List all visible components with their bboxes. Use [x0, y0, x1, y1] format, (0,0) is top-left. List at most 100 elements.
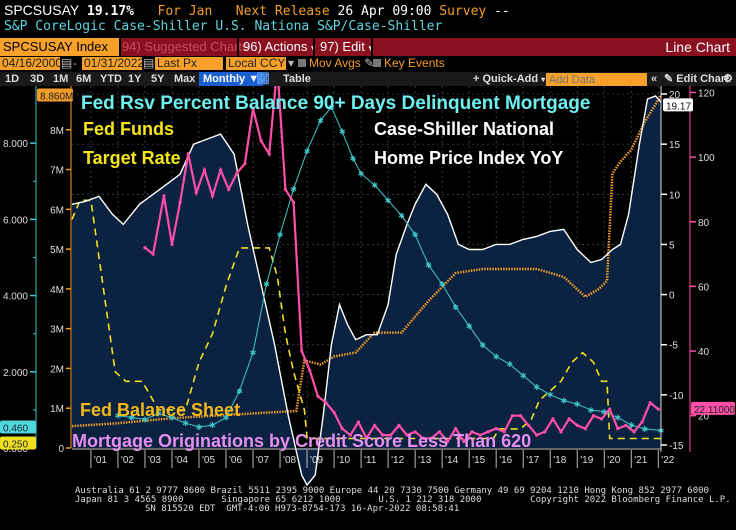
range-1d[interactable]: 1D	[5, 73, 20, 85]
originations-point	[494, 427, 498, 431]
left-inner-tick-label: 2M	[50, 364, 64, 375]
x-tick-label: '15	[472, 455, 485, 466]
currency-select[interactable]: Local CCY	[226, 56, 286, 70]
originations-last-tag-bg	[691, 401, 735, 415]
right-outer-tick-label: 20	[698, 412, 710, 423]
right-outer-tick-label: 60	[698, 282, 710, 293]
originations-point	[210, 194, 215, 198]
x-tick-label: '13	[418, 455, 431, 466]
edit-menu[interactable]: 97) Edit ▾	[317, 38, 373, 56]
range-3d[interactable]: 3D	[30, 73, 45, 85]
delinquent-point: ✱	[142, 415, 149, 424]
line-chart-icon[interactable]: 📈︎	[256, 73, 270, 85]
range-max[interactable]: Max	[174, 73, 196, 85]
delinquent-point: ✱	[115, 412, 122, 421]
delinquent-point: ✱	[574, 400, 581, 409]
x-tick-label: '22	[661, 455, 674, 466]
add-data-input[interactable]	[546, 73, 647, 87]
range-6m[interactable]: 6M	[76, 73, 92, 85]
edit-chart-label: Edit Chart	[676, 73, 729, 85]
left-inner-tick-label: 0	[58, 444, 64, 455]
originations-point	[186, 152, 190, 156]
left-outer-tick-label: 0.000	[3, 444, 28, 455]
mov-avgs-label: Mov Avgs	[309, 56, 361, 70]
range-1y[interactable]: 1Y	[128, 73, 142, 85]
calendar-icon[interactable]: ▤	[143, 56, 155, 70]
divider	[371, 38, 373, 56]
delinquent-point: ✱	[641, 425, 648, 434]
edit-label: 97) Edit	[320, 39, 365, 54]
originations-point	[616, 427, 620, 431]
quick-add-button[interactable]: + Quick-Add ▾	[473, 72, 545, 86]
chevron-down-icon: ▾	[541, 75, 546, 84]
range-bar: 1D 3D 1M 6M YTD 1Y 5Y Max Monthly ▼ 📈︎ T…	[0, 72, 736, 87]
delinquent-point: ✱	[614, 414, 621, 423]
fed-funds-last-tag: 0.250	[0, 436, 36, 450]
footer-line-2: Japan 81 3 4565 8900 Singapore 65 6212 1…	[75, 495, 731, 505]
mov-avgs-toggle[interactable]: Mov Avgs ✎	[298, 57, 374, 70]
start-date-field[interactable]: 04/16/2000	[0, 56, 63, 70]
x-tick-label: '11	[364, 455, 377, 466]
originations-point	[332, 410, 336, 415]
originations-point	[405, 433, 409, 437]
table-button[interactable]: Table	[283, 73, 311, 85]
originations-point	[462, 439, 466, 444]
edit-chart-button[interactable]: ✎ Edit Chart	[664, 72, 729, 86]
originations-point	[364, 436, 369, 440]
range-1m[interactable]: 1M	[53, 73, 69, 85]
range-5y[interactable]: 5Y	[151, 73, 165, 85]
x-tick-label: '06	[229, 455, 242, 466]
originations-point	[535, 433, 539, 437]
x-axis: '01 '02 '03 '04 '05 '06 '07 '08 '09 '10 '11 '12 '13 '…	[72, 448, 675, 468]
left-outer-tick-label: 8.000	[3, 139, 28, 150]
originations-point	[202, 168, 206, 172]
collapse-button[interactable]: «	[651, 73, 658, 85]
originations-point	[421, 436, 425, 440]
chart: ✱ ✱ ✱✱ ✱✱ ✱ ✱✱✱✱✱✱✱✱✱✱✱✱✱✱✱✱✱✱✱✱✱✱✱✱✱✱✱✱ ✱✱ ✱✱✱…	[0, 86, 735, 486]
left-inner-tick-label: 7M	[50, 166, 64, 177]
right-inner-tick-label: 10	[669, 190, 681, 201]
calendar-icon[interactable]: ▤	[61, 56, 73, 70]
originations-point	[283, 187, 288, 192]
left-inner-tick-label: 6M	[50, 205, 64, 216]
delinquent-point: ✱	[328, 103, 335, 112]
originations-point	[640, 420, 644, 424]
x-tick-label: '04	[175, 455, 188, 466]
delinquent-point: ✱	[155, 410, 162, 419]
ticker-header: SPCSUSAY 19.17% For Jan Next Release 26 …	[4, 2, 510, 19]
originations-point	[178, 200, 182, 204]
right-outer-tick-label: 40	[698, 347, 710, 358]
left-outer-tick-label: 4.000	[3, 292, 28, 303]
frequency-select[interactable]: Monthly ▼	[199, 72, 264, 86]
security-field[interactable]: SPCSUSAY Index	[0, 38, 121, 56]
delinquent-point: ✱	[250, 349, 257, 358]
originations-point	[518, 414, 523, 418]
originations-point	[575, 423, 579, 427]
x-tick-label: '10	[337, 455, 350, 466]
originations-point	[437, 430, 442, 434]
originations-point	[194, 191, 198, 195]
suggested-charts-button[interactable]: 94) Suggested Charts	[122, 39, 249, 54]
date-dash: -	[73, 56, 77, 70]
originations-point	[608, 407, 612, 411]
price-field-select[interactable]: Last Px	[155, 57, 223, 70]
originations-point	[486, 430, 490, 434]
originations-point	[648, 401, 652, 405]
originations-point	[227, 187, 231, 192]
originations-point	[591, 414, 596, 418]
delinquent-point: ✱	[547, 391, 554, 400]
right-inner-tick-label: -5	[669, 341, 678, 352]
delinquent-point: ✱	[385, 196, 392, 205]
originations-point	[454, 427, 458, 431]
footer-line-1: Australia 61 2 9777 8600 Brazil 5511 239…	[75, 486, 709, 496]
chevron-down-icon[interactable]: ▾	[288, 56, 295, 70]
actions-label: 96) Actions	[243, 39, 308, 54]
delinquent-point: ✱	[128, 414, 135, 423]
delinquent-point: ✱	[425, 261, 432, 270]
gear-icon[interactable]: ⚙	[723, 73, 733, 85]
range-ytd[interactable]: YTD	[100, 73, 122, 85]
actions-menu[interactable]: 96) Actions ▾	[240, 38, 315, 56]
right-outer-tick-label: 80	[698, 218, 710, 229]
key-events-toggle[interactable]: Key Events	[373, 57, 445, 70]
end-date-field[interactable]: 01/31/2022	[82, 56, 145, 70]
